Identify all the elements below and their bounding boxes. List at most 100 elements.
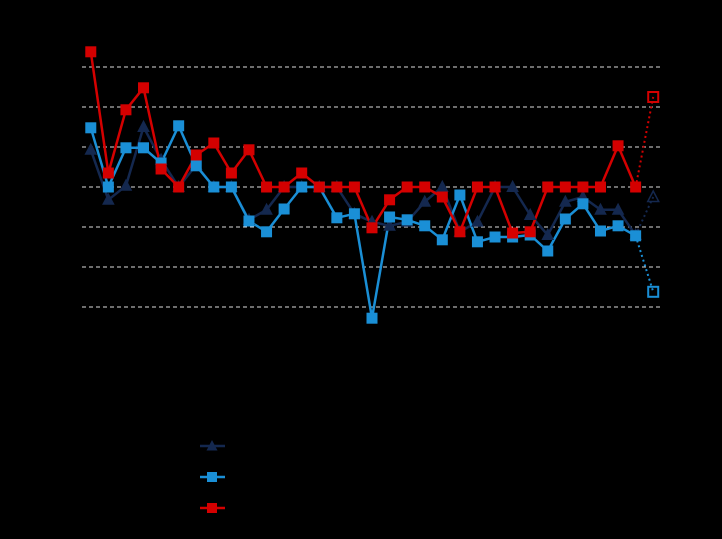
data-point [524,226,536,238]
data-point [208,181,220,193]
data-point [173,120,185,132]
data-point [261,181,273,193]
data-point [418,194,432,207]
legend-marker [207,503,217,513]
data-point [401,181,413,193]
line-segment [493,186,514,234]
data-point [489,231,501,243]
data-point [173,181,185,193]
line-segment [107,147,128,188]
data-point [401,214,413,226]
data-point [559,194,572,207]
line-segment [634,196,655,236]
data-point [208,137,220,149]
data-point [436,191,448,203]
data-point [594,225,606,237]
data-point [506,179,519,192]
data-point [243,215,255,227]
data-point [436,234,448,246]
legend-marker [207,472,217,482]
line-segment [458,194,479,243]
data-point [542,245,554,257]
data-point [278,203,290,215]
data-point [594,202,607,215]
data-point [102,167,114,179]
data-point [331,181,343,193]
data-point [542,181,554,193]
data-point [331,212,343,224]
data-point [489,181,501,193]
data-point [630,181,642,193]
data-point [260,202,273,215]
data-point [138,142,150,154]
data-point [137,119,150,132]
data-point [630,230,642,242]
line-segment [529,186,549,233]
data-point [366,222,378,234]
data-point [471,181,483,193]
data-point [454,189,466,201]
legend-marker [206,440,218,451]
line-segment [89,51,110,174]
line-segment [247,149,268,188]
line-segment [441,194,462,241]
data-point [647,285,660,298]
data-point [471,236,483,248]
data-point [225,181,237,193]
data-point [190,149,202,161]
data-point [102,192,115,205]
data-point [646,189,660,203]
line-segment [230,186,251,222]
data-point [559,181,571,193]
data-point [384,194,396,206]
data-point [278,181,290,193]
data-point [541,227,555,240]
line-segment [370,216,391,319]
data-point [419,181,431,193]
data-point [138,82,150,94]
line-segment [599,145,620,188]
data-point [419,220,431,232]
line-segment [476,186,497,223]
data-point [348,181,360,193]
data-point [296,167,308,179]
data-point [313,181,325,193]
data-point [120,142,132,154]
data-point [261,226,273,238]
data-point [507,227,519,239]
data-point [471,214,484,227]
data-point [384,211,396,223]
line-segment [124,126,145,187]
data-point [594,181,606,193]
line-segment [142,87,163,170]
data-point [454,226,466,238]
line-segment [441,196,461,233]
data-point [85,46,97,58]
data-point [296,181,308,193]
data-point [366,312,378,324]
data-point [611,202,625,215]
data-point [155,163,167,175]
data-point [559,213,571,225]
data-point [523,207,537,220]
data-point [577,198,589,210]
data-point [243,144,255,156]
data-point [102,181,114,193]
line-segment [458,186,479,233]
data-point [85,122,97,134]
line-segment [107,109,128,174]
line-segment [634,235,655,293]
line-segment [616,145,637,188]
data-point [119,178,133,191]
line-segment [353,213,374,319]
line-segment [159,125,180,164]
line-segment [634,96,655,188]
data-point [225,167,237,179]
data-point [577,181,589,193]
line-segment [546,201,567,236]
data-point [612,140,624,152]
data-point [190,160,202,172]
data-point [348,208,360,220]
